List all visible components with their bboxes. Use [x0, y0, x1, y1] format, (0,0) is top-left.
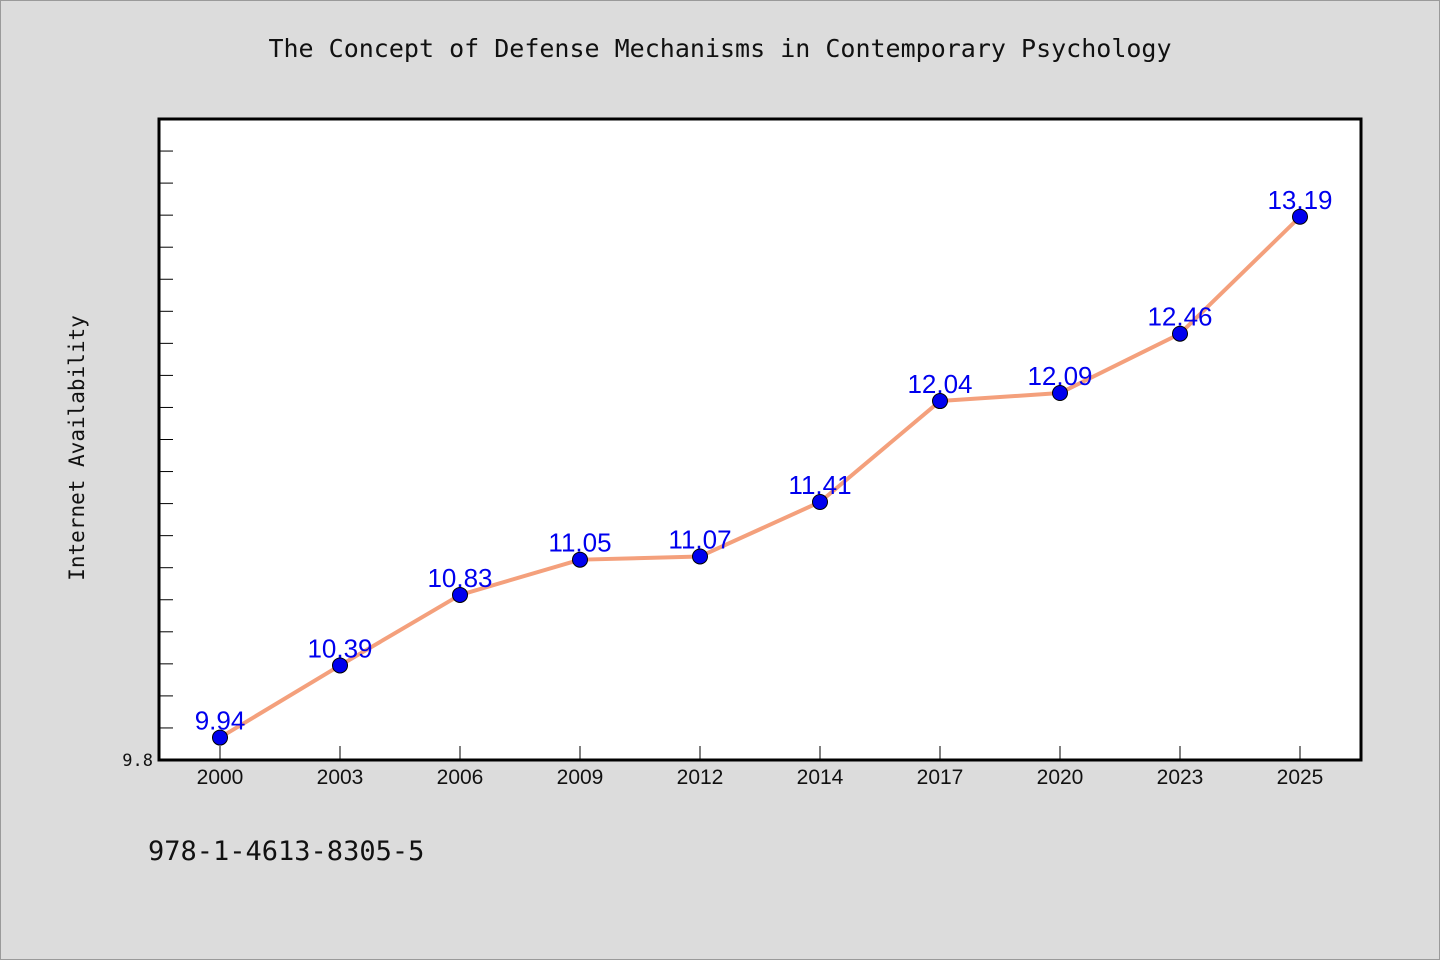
x-tick-label: 2014 [797, 766, 844, 789]
data-label: 12.09 [1027, 361, 1092, 391]
x-tick-label: 2006 [437, 766, 484, 789]
x-tick-label: 2000 [197, 766, 244, 789]
x-tick-label: 2003 [317, 766, 364, 789]
x-tick-label: 2025 [1277, 766, 1324, 789]
data-label: 9.94 [195, 706, 246, 736]
data-label: 12.04 [907, 369, 972, 399]
x-tick-label: 2012 [677, 766, 724, 789]
isbn-text: 978-1-4613-8305-5 [148, 836, 425, 867]
data-point [452, 586, 468, 603]
x-tick-label: 2009 [557, 766, 604, 789]
data-point [572, 551, 588, 568]
y-tick-label: 9.8 [122, 751, 153, 771]
series-line [218, 215, 1302, 740]
data-label: 11.07 [668, 524, 731, 554]
data-point [932, 393, 948, 410]
data-label: 10.39 [307, 633, 372, 663]
data-point [812, 493, 828, 510]
x-tick-label: 2020 [1037, 766, 1084, 789]
data-point [1052, 385, 1068, 402]
data-label: 13.19 [1267, 185, 1332, 215]
data-label: 11.05 [548, 528, 611, 558]
data-label: 12.46 [1147, 302, 1212, 332]
data-labels: 9.94 10.39 10.83 11.05 11.07 11.41 12.04 12.09 1… [195, 185, 1333, 736]
y-axis-label: Internet Availability [65, 315, 89, 581]
data-label: 10.83 [427, 563, 492, 593]
y-axis: 9.8 [122, 751, 153, 771]
data-point [212, 729, 228, 746]
data-markers [212, 208, 1308, 746]
data-point [692, 548, 708, 565]
data-point [1172, 325, 1188, 342]
data-point [332, 657, 348, 674]
data-label: 11.41 [788, 470, 851, 500]
chart-title: The Concept of Defense Mechanisms in Con… [268, 34, 1172, 63]
x-axis: 2000 2003 2006 2009 2012 2014 2017 2020 2023 2025 [197, 746, 1324, 789]
y-minor-ticks [159, 150, 173, 729]
data-point [1292, 208, 1308, 225]
x-tick-label: 2023 [1157, 766, 1204, 789]
x-tick-label: 2017 [917, 766, 964, 789]
